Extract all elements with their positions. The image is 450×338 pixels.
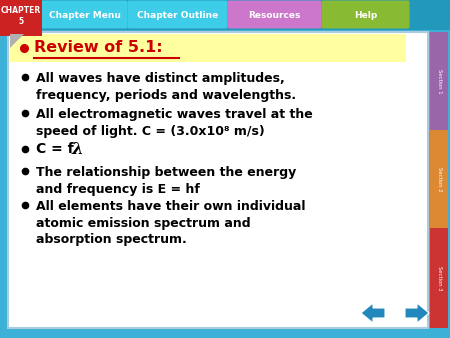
Text: Review of 5.1:: Review of 5.1: xyxy=(34,41,162,55)
Polygon shape xyxy=(405,303,429,323)
FancyBboxPatch shape xyxy=(41,0,127,28)
Polygon shape xyxy=(10,34,24,48)
Bar xyxy=(430,228,448,328)
Text: All waves have distinct amplitudes,
frequency, periods and wavelengths.: All waves have distinct amplitudes, freq… xyxy=(36,72,296,101)
Text: C = f: C = f xyxy=(36,142,78,156)
Text: The relationship between the energy
and frequency is E = hf: The relationship between the energy and … xyxy=(36,166,296,195)
Text: Resources: Resources xyxy=(248,10,301,20)
FancyBboxPatch shape xyxy=(228,0,321,28)
Bar xyxy=(430,130,448,228)
Text: CHAPTER
5: CHAPTER 5 xyxy=(1,6,41,26)
Text: Help: Help xyxy=(354,10,377,20)
Text: Chapter Menu: Chapter Menu xyxy=(49,10,121,20)
Text: Section 2: Section 2 xyxy=(436,167,441,191)
Bar xyxy=(8,32,428,328)
Text: Section 1: Section 1 xyxy=(436,69,441,93)
Polygon shape xyxy=(361,303,385,323)
FancyBboxPatch shape xyxy=(321,0,410,28)
Bar xyxy=(0,0,42,36)
Text: Section 3: Section 3 xyxy=(436,266,441,290)
FancyBboxPatch shape xyxy=(127,0,228,28)
Bar xyxy=(0,0,450,30)
Text: λ: λ xyxy=(72,141,84,158)
Text: All elements have their own individual
atomic emission spectrum and
absorption s: All elements have their own individual a… xyxy=(36,200,306,246)
Bar xyxy=(10,34,406,62)
Text: Chapter Outline: Chapter Outline xyxy=(137,10,218,20)
Text: All electromagnetic waves travel at the
speed of light. C = (3.0x10⁸ m/s): All electromagnetic waves travel at the … xyxy=(36,108,313,138)
Bar xyxy=(430,32,448,130)
